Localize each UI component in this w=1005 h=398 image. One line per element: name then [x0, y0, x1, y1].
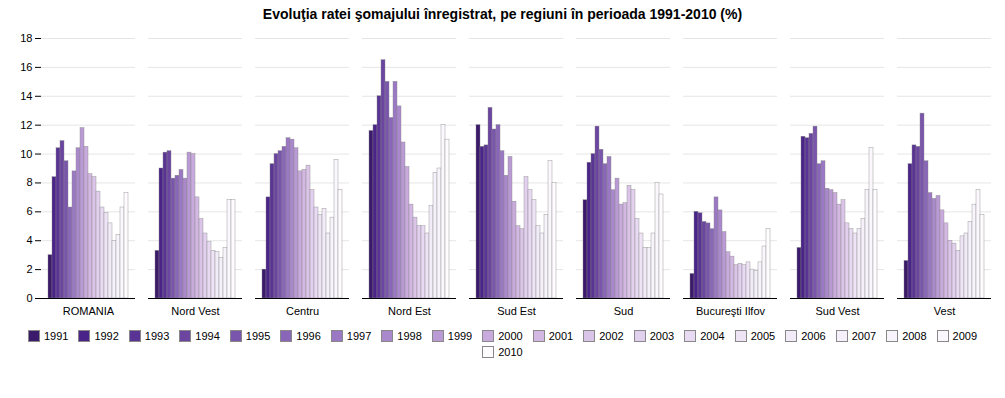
html-text:2009: 2009 [952, 330, 978, 342]
html-text:2006: 2006 [801, 330, 826, 342]
html-text:1999: 1999 [447, 330, 473, 342]
svg-text:14: 14 [20, 90, 32, 102]
svg-text:Sud Vest: Sud Vest [815, 305, 859, 317]
svg-text:Nord Vest: Nord Vest [171, 305, 219, 317]
svg-text:10: 10 [20, 148, 32, 160]
html-text:2010: 2010 [498, 346, 523, 358]
html-text:2002: 2002 [599, 330, 624, 342]
svg-text:2: 2 [26, 263, 32, 275]
html-text:Evoluţia ratei şomajului înreg: Evoluţia ratei şomajului înregistrat, pe… [262, 6, 743, 22]
svg-text:4: 4 [26, 234, 32, 246]
html-text:2004: 2004 [700, 330, 725, 342]
html-text:1997: 1997 [346, 330, 372, 342]
svg-text:18: 18 [20, 32, 32, 44]
svg-text:0: 0 [26, 292, 32, 304]
svg-text:16: 16 [20, 61, 32, 73]
html-text:2000: 2000 [498, 330, 523, 342]
html-text:1998: 1998 [397, 330, 422, 342]
svg-text:Bucureşti Ilfov: Bucureşti Ilfov [696, 305, 766, 317]
html-text:2001: 2001 [548, 330, 574, 342]
html-text:2005: 2005 [750, 330, 776, 342]
html-text:2008: 2008 [902, 330, 927, 342]
svg-text:Sud Est: Sud Est [497, 305, 536, 317]
html-text:1992: 1992 [94, 330, 119, 342]
html-text:1991: 1991 [43, 330, 69, 342]
html-text:1996: 1996 [296, 330, 321, 342]
svg-text:ROMANIA: ROMANIA [63, 305, 115, 317]
svg-text:Vest: Vest [934, 305, 955, 317]
svg-text:Sud: Sud [614, 305, 634, 317]
svg-text:12: 12 [20, 119, 32, 131]
html-text:1994: 1994 [195, 330, 220, 342]
svg-text:6: 6 [26, 205, 32, 217]
svg-text:8: 8 [26, 176, 32, 188]
svg-text:Centru: Centru [286, 305, 319, 317]
html-text:2007: 2007 [851, 330, 877, 342]
svg-text:Nord Est: Nord Est [388, 305, 431, 317]
html-text:1995: 1995 [245, 330, 271, 342]
html-text:2003: 2003 [649, 330, 675, 342]
html-text:1993: 1993 [144, 330, 170, 342]
